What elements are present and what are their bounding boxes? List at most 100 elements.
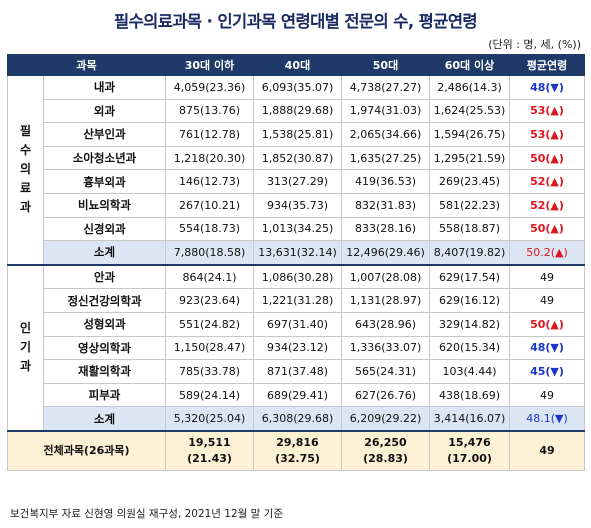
table-row: 신경외과 554(18.73) 1,013(34.25) 833(28.16) 558(…: [8, 216, 585, 242]
group-label-char: 료: [19, 181, 32, 196]
cell-50s: 1,336(33.07): [341, 335, 430, 361]
table-row: 외과 875(13.76) 1,888(29.68) 1,974(31.03) 1,62…: [8, 98, 585, 124]
table-row: 피부과 589(24.14) 689(29.41) 627(26.76) 438(18.…: [8, 382, 585, 408]
cell-60s-over: 629(16.12): [429, 288, 510, 313]
table-row: 인 기 과 안과 864(24.1) 1,086(30.28) 1,007(28.08) 62…: [7, 263, 585, 432]
cell-50s: 1,974(31.03): [341, 98, 430, 124]
table-row: 재활의학과 785(33.78) 871(37.48) 565(24.31) 103(4…: [8, 359, 585, 384]
total-avg-age: 49: [509, 429, 585, 471]
subject-name: 내과: [43, 75, 166, 100]
cell-50s: 643(28.96): [341, 311, 430, 337]
cell-50s: 4,738(27.27): [341, 75, 430, 100]
table-row: 흉부외과 146(12.73) 313(27.29) 419(36.53) 269(23…: [8, 169, 585, 194]
cell-30s-under: 785(33.78): [165, 359, 254, 384]
cell-avg-age: 50(▲): [509, 311, 585, 337]
group-label-char: 과: [19, 359, 32, 374]
subtotal-label: 소계: [43, 406, 166, 432]
cell-50s: 2,065(34.66): [341, 122, 430, 147]
cell-30s-under: 761(12.78): [165, 122, 254, 147]
cell-40s: 1,888(29.68): [253, 98, 342, 124]
header-60s-over: 60대 이상: [429, 54, 510, 76]
cell-30s-under: 4,059(23.36): [165, 75, 254, 100]
cell-avg-age: 45(▼): [509, 359, 585, 384]
cell-30s-under: 7,880(18.58): [165, 240, 254, 266]
cell-30s-under: 923(23.64): [165, 288, 254, 313]
cell-40s: 1,013(34.25): [253, 216, 342, 242]
header-avg-age: 평균연령: [509, 54, 585, 76]
cell-50s: 12,496(29.46): [341, 240, 430, 266]
cell-avg-age: 52(▲): [509, 192, 585, 218]
cell-30s-under: 551(24.82): [165, 311, 254, 337]
table-row: 성형외과 551(24.82) 697(31.40) 643(28.96) 329(14…: [8, 311, 585, 337]
table-row: 정신건강의학과 923(23.64) 1,221(31.28) 1,131(28.97…: [8, 288, 585, 313]
cell-40s: 689(29.41): [253, 382, 342, 408]
subject-name: 흉부외과: [43, 169, 166, 194]
subject-name: 안과: [43, 263, 166, 290]
cell-40s: 13,631(32.14): [253, 240, 342, 266]
header-row: 과목 30대 이하 40대 50대 60대 이상 평균연령: [7, 54, 585, 76]
group-label-char: 필: [19, 124, 32, 139]
cell-60s-over: 1,624(25.53): [429, 98, 510, 124]
group-label-char: 과: [19, 200, 32, 215]
cell-50s: 1,635(27.25): [341, 145, 430, 171]
header-30s-under: 30대 이하: [165, 54, 254, 76]
cell-30s-under: 589(24.14): [165, 382, 254, 408]
subject-name: 소아청소년과: [43, 145, 166, 171]
cell-30s-under: 554(18.73): [165, 216, 254, 242]
cell-60s-over: 629(17.54): [429, 263, 510, 290]
cell-60s-over: 620(15.34): [429, 335, 510, 361]
table-row: 산부인과 761(12.78) 1,538(25.81) 2,065(34.66) 1,…: [8, 122, 585, 147]
cell-30s-under: 146(12.73): [165, 169, 254, 194]
cell-50s: 832(31.83): [341, 192, 430, 218]
cell-40s: 1,538(25.81): [253, 122, 342, 147]
cell-40s: 1,086(30.28): [253, 263, 342, 290]
subject-name: 비뇨의학과: [43, 192, 166, 218]
cell-60s-over: 1,594(26.75): [429, 122, 510, 147]
total-cell-c40: 29,816 (32.75): [253, 429, 342, 471]
cell-50s: 6,209(29.22): [341, 406, 430, 432]
total-cell-c50: 26,250 (28.83): [341, 429, 430, 471]
cell-avg-age: 49: [509, 382, 585, 408]
group-label-char: 수: [19, 143, 32, 158]
header-40s: 40대: [253, 54, 342, 76]
cell-avg-age: 52(▲): [509, 169, 585, 194]
cell-60s-over: 438(18.69): [429, 382, 510, 408]
cell-avg-age: 53(▲): [509, 122, 585, 147]
subject-name: 재활의학과: [43, 359, 166, 384]
table-row: 영상의학과 1,150(28.47) 934(23.12) 1,336(33.07) 6…: [8, 335, 585, 361]
subtotal-row: 소계 7,880(18.58) 13,631(32.14) 12,496(29.46)…: [8, 240, 585, 266]
table-row: 비뇨의학과 267(10.21) 934(35.73) 832(31.83) 581(2…: [8, 192, 585, 218]
total-cell-c60: 15,476 (17.00): [429, 429, 510, 471]
cell-avg-age: 53(▲): [509, 98, 585, 124]
subject-name: 신경외과: [43, 216, 166, 242]
cell-40s: 1,852(30.87): [253, 145, 342, 171]
cell-40s: 697(31.40): [253, 311, 342, 337]
cell-60s-over: 3,414(16.07): [429, 406, 510, 432]
cell-50s: 419(36.53): [341, 169, 430, 194]
cell-60s-over: 103(4.44): [429, 359, 510, 384]
total-row: 전체과목(26과목) 19,511 (21.43) 29,816 (32.75) 26,2…: [7, 429, 585, 471]
cell-40s: 6,093(35.07): [253, 75, 342, 100]
cell-50s: 1,131(28.97): [341, 288, 430, 313]
subtotal-row: 소계 5,320(25.04) 6,308(29.68) 6,209(29.22) 3,…: [8, 406, 585, 432]
subject-name: 외과: [43, 98, 166, 124]
subject-name: 정신건강의학과: [43, 288, 166, 313]
cell-50s: 627(26.76): [341, 382, 430, 408]
page-title: 필수의료과목 · 인기과목 연령대별 전문의 수, 평균연령: [114, 12, 478, 31]
cell-avg-age: 48(▼): [509, 335, 585, 361]
cell-avg-age: 48(▼): [509, 75, 585, 100]
group-label-char: 의: [19, 162, 32, 177]
cell-30s-under: 267(10.21): [165, 192, 254, 218]
table-row: 소아청소년과 1,218(20.30) 1,852(30.87) 1,635(27.2…: [8, 145, 585, 171]
cell-40s: 934(23.12): [253, 335, 342, 361]
cell-30s-under: 1,218(20.30): [165, 145, 254, 171]
cell-avg-age: 48.1(▼): [509, 406, 585, 432]
cell-60s-over: 1,295(21.59): [429, 145, 510, 171]
cell-avg-age: 50.2(▲): [509, 240, 585, 266]
cell-40s: 313(27.29): [253, 169, 342, 194]
cell-60s-over: 2,486(14.3): [429, 75, 510, 100]
group-label-char: 기: [19, 340, 32, 355]
group-label-char: 인: [19, 321, 32, 336]
